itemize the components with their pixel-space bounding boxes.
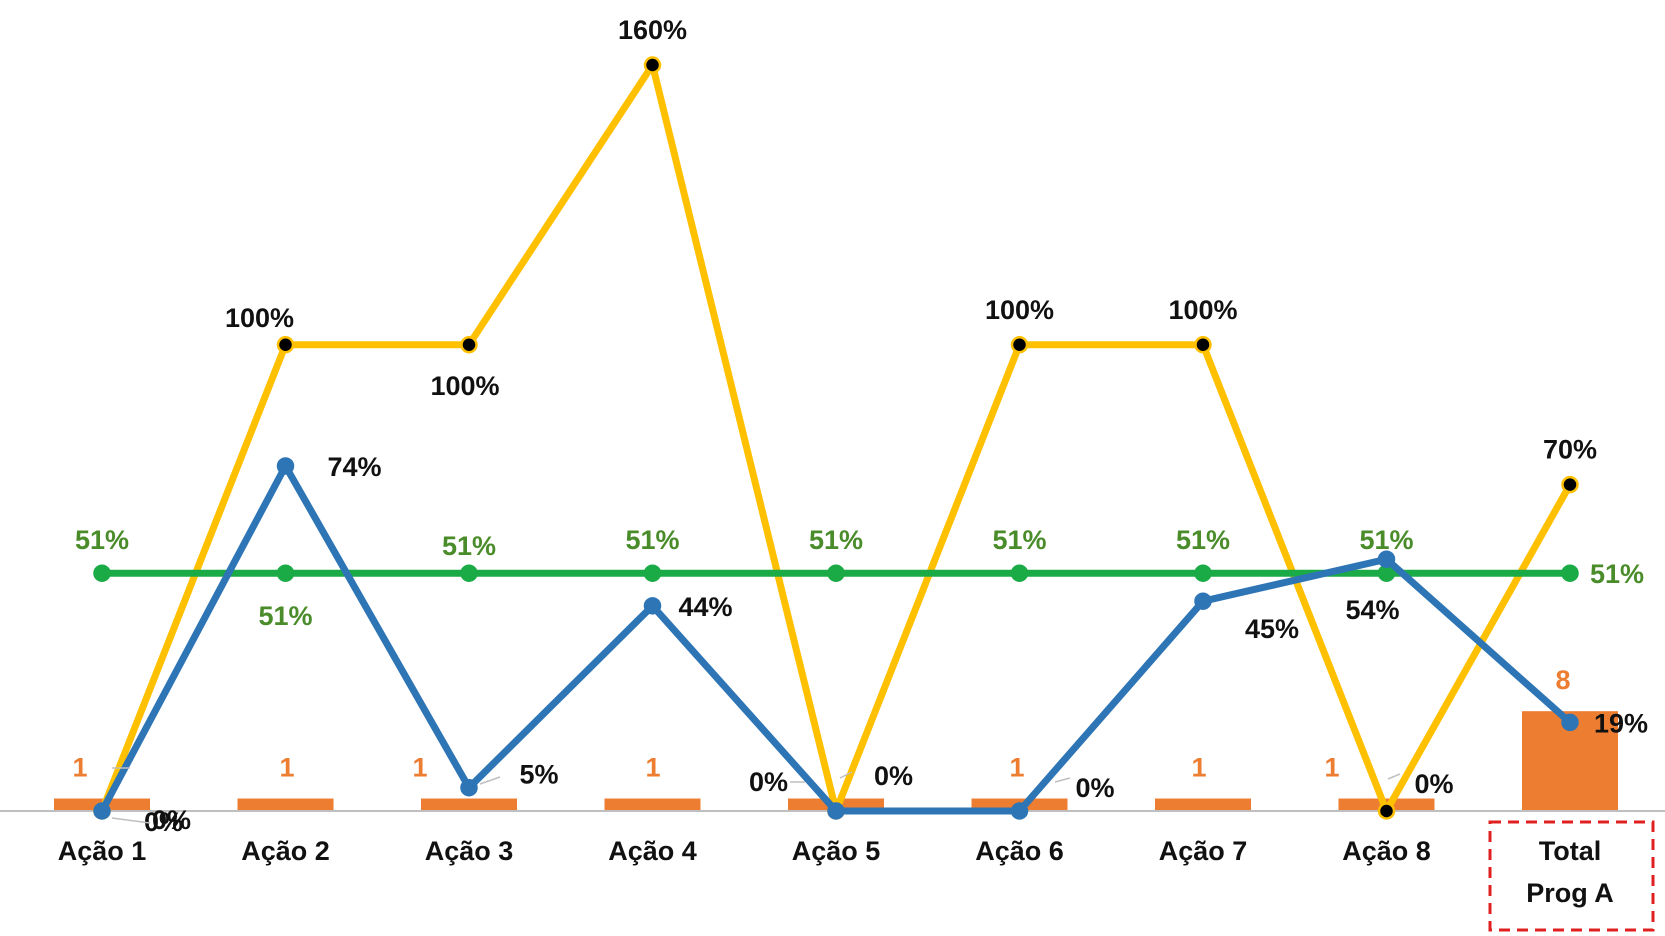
- data-label-blue: 54%: [1345, 595, 1399, 625]
- data-point-yellow: [1377, 802, 1396, 820]
- bar: [1155, 798, 1251, 811]
- data-point-blue: [1561, 713, 1579, 732]
- data-point-blue: [1010, 802, 1029, 820]
- data-label-blue: 5%: [519, 760, 558, 790]
- data-label-green: 51%: [258, 601, 312, 631]
- data-label-green: 51%: [992, 525, 1046, 555]
- data-label-blue: 44%: [679, 592, 733, 622]
- category-label: Total: [1539, 836, 1602, 866]
- data-point-blue: [827, 802, 845, 820]
- data-point-green: [1561, 564, 1579, 582]
- data-labels: 1 1 1 1 1 1 1 8 0% 100% 100% 160% 0% 100% 100% 0% 70% 51%…: [72, 15, 1648, 837]
- data-point-yellow: [1194, 336, 1212, 354]
- highlight-box: [1488, 820, 1655, 932]
- data-label-yellow: 160%: [618, 15, 687, 45]
- data-label-green: 51%: [75, 525, 129, 555]
- category-label: Ação 6: [975, 836, 1064, 866]
- data-point-yellow: [460, 336, 478, 354]
- data-label-green: 51%: [1590, 559, 1644, 589]
- data-label-yellow: 70%: [1543, 435, 1597, 465]
- data-point-green: [93, 564, 111, 582]
- data-point-green: [643, 564, 662, 582]
- x-axis: [0, 810, 1665, 932]
- data-point-blue: [460, 778, 478, 797]
- data-label-green: 51%: [442, 531, 496, 561]
- category-label: Ação 4: [608, 836, 697, 866]
- data-point-yellow: [1561, 475, 1579, 494]
- label-leader-line: [479, 776, 501, 785]
- category-label: Prog A: [1526, 878, 1614, 908]
- series-line-blue: [98, 462, 1574, 815]
- data-point-yellow: [276, 336, 295, 354]
- data-label-green: 51%: [1176, 525, 1230, 555]
- bar-value-label: 1: [279, 753, 294, 783]
- data-point-green: [827, 564, 845, 582]
- category-label: Ação 8: [1342, 836, 1431, 866]
- data-label-blue: 19%: [1594, 708, 1648, 738]
- data-point-green: [1010, 564, 1029, 582]
- data-point-green: [276, 564, 295, 582]
- data-label-yellow: 0%: [144, 807, 183, 837]
- category-label: Ação 7: [1159, 836, 1248, 866]
- data-label-green: 51%: [1359, 525, 1413, 555]
- bar: [237, 798, 334, 811]
- category-label: Ação 3: [425, 836, 514, 866]
- data-label-green: 51%: [625, 525, 679, 555]
- bar-value-label: 8: [1555, 665, 1570, 695]
- bar-value-label: 1: [1009, 753, 1024, 783]
- bar-value-label: 1: [1324, 753, 1339, 783]
- data-label-blue: 0%: [749, 767, 788, 797]
- data-point-green: [1194, 564, 1212, 582]
- data-point-yellow: [1010, 336, 1029, 354]
- label-leader-line: [111, 817, 151, 824]
- label-leader-line: [1054, 777, 1071, 783]
- data-label-yellow: 0%: [1415, 769, 1454, 799]
- data-point-blue: [643, 597, 662, 615]
- bar-series: [54, 711, 1618, 811]
- category-label: Ação 1: [58, 836, 147, 866]
- data-label-blue: 0%: [1076, 773, 1115, 803]
- category-label: Ação 5: [792, 836, 881, 866]
- data-point-blue: [1377, 550, 1396, 568]
- data-point-blue: [1194, 592, 1212, 610]
- data-label-green: 51%: [809, 525, 863, 555]
- data-label-blue: 0%: [152, 805, 191, 835]
- data-label-yellow: 0%: [874, 761, 913, 791]
- category-label: Ação 2: [241, 836, 330, 866]
- data-label-yellow: 100%: [1168, 295, 1237, 325]
- data-point-green: [460, 564, 478, 582]
- data-point-blue: [276, 457, 295, 475]
- data-label-yellow: 100%: [985, 295, 1054, 325]
- category-labels: Ação 1 Ação 2 Ação 3 Ação 4 Ação 5 Ação 6 Ação…: [58, 836, 1614, 908]
- bar-value-label: 1: [1191, 753, 1206, 783]
- data-label-yellow: 100%: [430, 371, 499, 401]
- bar-value-label: 1: [412, 753, 427, 783]
- label-leader-line: [839, 771, 853, 779]
- bar: [604, 798, 701, 811]
- series-line-yellow: [98, 61, 1574, 815]
- data-label-blue: 74%: [328, 452, 382, 482]
- line-series-group: [93, 56, 1579, 820]
- bar-value-label: 1: [645, 753, 660, 783]
- data-point-blue: [93, 802, 111, 820]
- label-leader-line: [1387, 773, 1401, 780]
- data-label-blue: 45%: [1245, 614, 1299, 644]
- bar: [421, 798, 517, 811]
- bar-value-label: 1: [72, 753, 87, 783]
- data-label-yellow: 100%: [225, 303, 294, 333]
- data-point-yellow: [643, 56, 662, 74]
